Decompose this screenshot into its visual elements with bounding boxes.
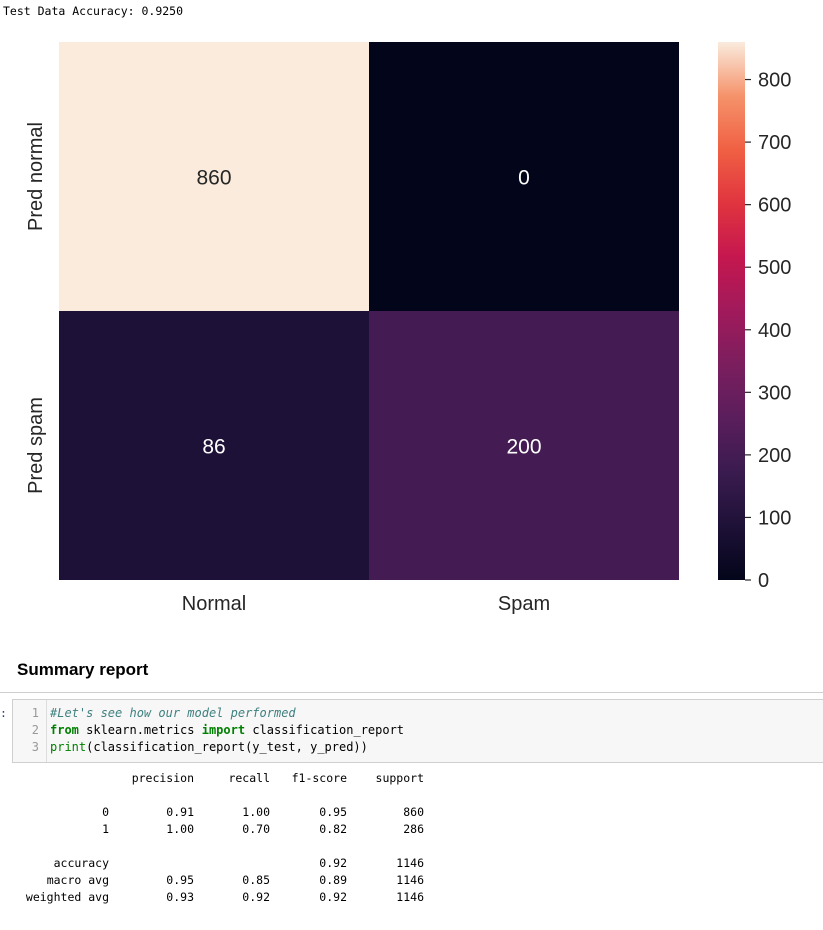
code-text: #Let's see how our model performed <box>50 705 296 722</box>
report-value: 0.89 <box>319 873 347 887</box>
colorbar-tick-label: 800 <box>758 70 791 92</box>
code-line: 1 #Let's see how our model performed <box>13 705 813 722</box>
report-column-header: support <box>375 771 424 785</box>
colorbar-tick-label: 600 <box>758 195 791 217</box>
report-value: 1146 <box>396 873 424 887</box>
accuracy-output: Test Data Accuracy: 0.9250 <box>3 4 184 18</box>
section-divider <box>0 692 823 693</box>
code-token: classification_report <box>245 723 405 737</box>
y-tick-label: Pred spam <box>25 397 47 494</box>
line-number: 1 <box>31 706 39 720</box>
report-column-header: f1-score <box>291 771 347 785</box>
report-row-label: weighted avg <box>25 890 109 904</box>
line-number: 3 <box>31 740 39 754</box>
heatmap-cell <box>59 42 369 311</box>
code-token: import <box>201 723 246 737</box>
report-value: 0.70 <box>242 822 270 836</box>
report-value: 0.82 <box>319 822 347 836</box>
report-value: 0.85 <box>242 873 270 887</box>
code-line: 3 print(classification_report(y_test, y_p… <box>13 739 813 756</box>
code-text: print(classification_report(y_test, y_pr… <box>50 739 368 756</box>
colorbar-tick-label: 100 <box>758 507 791 529</box>
report-value: 0.93 <box>166 890 194 904</box>
x-tick-label: Normal <box>182 593 246 615</box>
report-value: 0.95 <box>319 805 347 819</box>
report-value: 860 <box>403 805 424 819</box>
line-number-gutter <box>13 700 47 762</box>
code-token: (classification_report(y_test, y_pred)) <box>86 740 368 754</box>
cell-annotation: 200 <box>506 436 541 459</box>
code-token: #Let's see how our model performed <box>50 706 296 720</box>
colorbar-tick-label: 400 <box>758 320 791 342</box>
cell-prompt: : <box>0 706 7 720</box>
code-line: 2 from sklearn.metrics import classificat… <box>13 722 813 739</box>
report-value: 286 <box>403 822 424 836</box>
summary-report-heading: Summary report <box>17 660 149 679</box>
heatmap-cell <box>369 42 679 311</box>
report-row-label: macro avg <box>46 873 109 887</box>
report-row-label: 1 <box>102 822 109 836</box>
cell-annotation: 860 <box>196 167 231 190</box>
report-column-header: recall <box>228 771 270 785</box>
report-value: 1146 <box>396 856 424 870</box>
x-tick-label: Spam <box>498 593 550 615</box>
code-token: from <box>50 723 79 737</box>
colorbar-tick-label: 500 <box>758 257 791 279</box>
colorbar-tick-label: 700 <box>758 132 791 154</box>
code-token: sklearn.metrics <box>78 723 202 737</box>
report-value: 0.92 <box>319 856 347 870</box>
colorbar <box>718 42 745 580</box>
code-text: from sklearn.metrics import classificati… <box>50 722 404 739</box>
colorbar-tick-label: 0 <box>758 570 769 592</box>
report-value: 0.92 <box>242 890 270 904</box>
colorbar-tick-label: 200 <box>758 445 791 467</box>
code-cell[interactable]: 1 #Let's see how our model performed 2 from… <box>12 699 823 763</box>
heatmap-cell <box>59 311 369 580</box>
report-value: 0.95 <box>166 873 194 887</box>
cell-annotation: 0 <box>518 167 530 190</box>
heatmap-cell <box>369 311 679 580</box>
report-value: 0.91 <box>166 805 194 819</box>
report-row-label: 0 <box>102 805 109 819</box>
line-number: 2 <box>31 723 39 737</box>
report-value: 0.92 <box>319 890 347 904</box>
report-value: 1.00 <box>242 805 270 819</box>
report-value: 1.00 <box>166 822 194 836</box>
cell-annotation: 86 <box>202 436 225 459</box>
report-column-header: precision <box>131 771 194 785</box>
colorbar-tick-label: 300 <box>758 382 791 404</box>
report-row-label: accuracy <box>53 856 109 870</box>
code-token: print <box>50 740 87 754</box>
y-tick-label: Pred normal <box>25 122 47 231</box>
report-value: 1146 <box>396 890 424 904</box>
